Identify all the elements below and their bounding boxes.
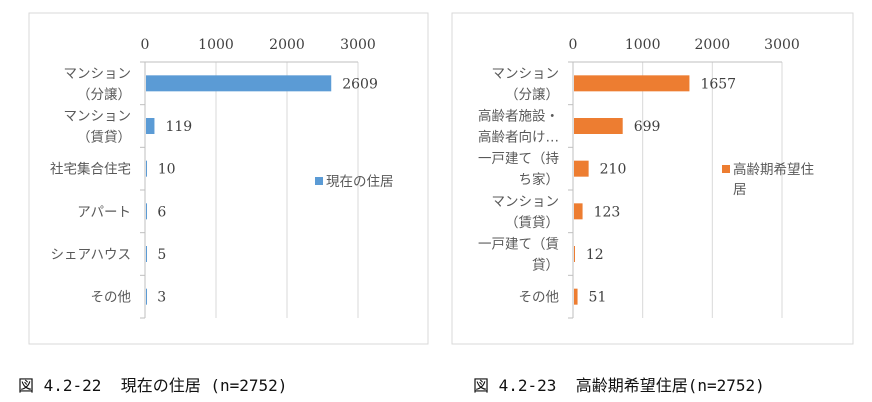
bar	[574, 160, 589, 177]
category-label: アパート	[77, 204, 131, 220]
legend-label: 高齢期希望住	[733, 161, 814, 178]
bar	[146, 246, 147, 262]
category-label: （賃貸）	[505, 215, 559, 231]
data-label: 2609	[342, 76, 378, 92]
category-label: マンション	[64, 66, 132, 82]
category-label: 高齢者施設・	[478, 108, 559, 125]
data-label: 51	[589, 290, 607, 306]
category-label: 貸）	[532, 258, 559, 274]
chart-frame	[28, 12, 429, 345]
data-label: 699	[634, 119, 661, 135]
bar	[146, 75, 332, 92]
category-label: 一戸建て（持	[478, 151, 559, 167]
x-tick-label: 2000	[695, 37, 731, 53]
x-tick-label: 2000	[269, 37, 305, 53]
bar	[146, 288, 147, 305]
bar	[574, 203, 583, 220]
chart-2: 0 1000 2000 3000 1657 マンション （分譲） 699 高齢者施設・高齢者向け…	[451, 12, 854, 345]
category-label: その他	[91, 290, 132, 306]
category-label: マンション	[492, 66, 560, 82]
data-label: 10	[158, 162, 176, 178]
category-label: マンション	[64, 109, 132, 125]
legend-label: 居	[733, 182, 747, 198]
bar	[146, 160, 147, 177]
x-tick-label: 1000	[198, 37, 234, 53]
x-tick-label: 0	[141, 37, 150, 53]
legend-label: 現在の住居	[326, 174, 394, 190]
data-label: 119	[165, 119, 192, 135]
data-label: 5	[157, 247, 166, 263]
category-label: （賃貸）	[77, 130, 131, 146]
data-label: 12	[586, 247, 604, 263]
bar	[574, 118, 623, 134]
data-label: 3	[157, 290, 166, 306]
data-label: 6	[157, 204, 166, 220]
bar	[146, 118, 155, 134]
category-label: 社宅集合住宅	[50, 162, 131, 178]
data-label: 123	[594, 204, 621, 220]
category-label: 一戸建て（賃	[478, 237, 559, 253]
caption-desired-residence: 図 4.2-23 高齢期希望住居(n=2752)	[473, 376, 765, 395]
data-label: 1657	[700, 76, 736, 92]
bar	[146, 203, 147, 220]
x-tick-label: 0	[569, 37, 578, 53]
data-label: 210	[600, 162, 627, 178]
category-label: （分譲）	[77, 87, 131, 103]
caption-current-residence: 図 4.2-22 現在の住居 (n=2752)	[18, 376, 288, 395]
bar	[574, 288, 578, 305]
category-label: ち家）	[519, 171, 560, 188]
legend-swatch	[722, 165, 730, 173]
category-label: その他	[519, 290, 560, 306]
chart-frame	[451, 12, 854, 345]
bar	[574, 75, 690, 92]
legend-swatch	[315, 177, 323, 185]
chart-1: 0 1000 2000 3000 2609 マンション （分譲） 119 マンション （賃貸） 10…	[28, 12, 429, 345]
x-tick-label: 3000	[764, 37, 800, 53]
category-label: （分譲）	[505, 87, 559, 103]
category-label: 高齢者向け…	[478, 129, 559, 146]
bar	[574, 246, 575, 262]
x-tick-label: 1000	[625, 37, 661, 53]
category-label: マンション	[492, 194, 560, 210]
x-tick-label: 3000	[340, 37, 376, 53]
category-label: シェアハウス	[51, 247, 131, 263]
